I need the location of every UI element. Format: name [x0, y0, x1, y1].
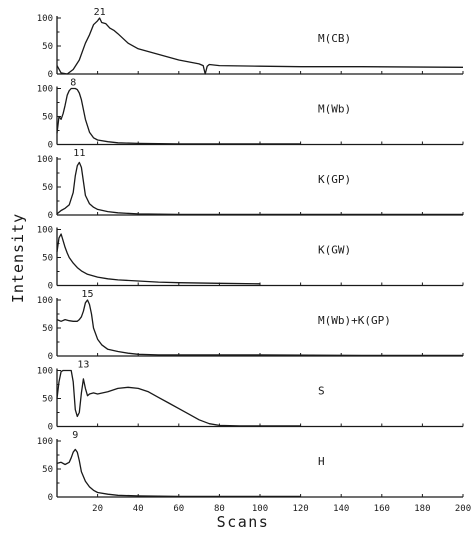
peak-label: 15 [81, 289, 93, 300]
panel-label: M(Wb) [318, 103, 351, 116]
panel-label: M(Wb)+K(GP) [318, 314, 391, 327]
y-tick-label: 100 [37, 226, 53, 236]
y-tick-label: 50 [42, 254, 53, 264]
y-tick-label: 100 [37, 367, 53, 377]
x-tick-label: 60 [173, 504, 184, 514]
panel-6: 100 50 0 13 S [37, 360, 464, 433]
series-line [56, 87, 301, 145]
series-line [56, 448, 301, 498]
y-tick-label: 100 [37, 14, 53, 24]
x-tick-label: 140 [333, 504, 349, 514]
series-line [56, 233, 261, 285]
y-tick-label: 0 [48, 352, 53, 362]
y-tick-label: 0 [48, 282, 53, 292]
x-tick-label: 180 [414, 504, 430, 514]
panel-label: S [318, 385, 325, 398]
y-tick-label: 50 [42, 324, 53, 334]
x-tick-label: 80 [214, 504, 225, 514]
x-tick-label: 200 [455, 504, 471, 514]
y-tick-label: 0 [48, 141, 53, 151]
y-tick-label: 50 [42, 183, 53, 193]
y-tick-label: 100 [37, 155, 53, 165]
series-line [56, 369, 301, 427]
y-tick-label: 50 [42, 113, 53, 123]
panel-1: 100 50 0 21 M(CB) [37, 7, 464, 80]
panel-5: 100 50 0 15 M(Wb)+K(GP) [37, 289, 464, 362]
y-tick-label: 100 [37, 296, 53, 306]
series-line [56, 161, 463, 216]
panel-4: 100 50 0 K(GW) [37, 226, 464, 292]
peak-label: 9 [72, 430, 78, 441]
series-line [56, 299, 463, 357]
x-tick-label: 20 [92, 504, 103, 514]
panel-label: H [318, 455, 325, 468]
panels-layer: 10050021M(CB)1005008M(Wb)10050011K(GP)10… [37, 7, 464, 503]
x-tick-label: 100 [252, 504, 268, 514]
peak-label: 8 [70, 78, 76, 89]
x-tick-label: 40 [133, 504, 144, 514]
panel-label: M(CB) [318, 32, 351, 45]
y-tick-label: 0 [48, 493, 53, 503]
y-tick-label: 100 [37, 85, 53, 95]
panel-label: K(GW) [318, 244, 351, 257]
x-axis-title: Scans [217, 513, 270, 531]
x-axis: 20 40 60 80 100 120 140 160 180 200 [92, 504, 471, 514]
x-tick-label: 160 [374, 504, 390, 514]
panel-label: K(GP) [318, 173, 351, 186]
y-tick-label: 50 [42, 465, 53, 475]
x-tick-label: 120 [292, 504, 308, 514]
y-tick-label: 0 [48, 70, 53, 80]
y-axis-title: Intensity [9, 213, 27, 303]
peak-label: 21 [94, 7, 106, 18]
panel-7: 100 50 0 9 H [37, 430, 464, 503]
y-tick-label: 50 [42, 395, 53, 405]
y-tick-label: 0 [48, 423, 53, 433]
peak-label: 13 [77, 360, 89, 371]
y-tick-label: 100 [37, 437, 53, 447]
y-tick-label: 50 [42, 42, 53, 52]
peak-label: 11 [73, 148, 85, 159]
panel-3: 100 50 0 11 K(GP) [37, 148, 464, 221]
series-line [56, 17, 464, 75]
y-tick-label: 0 [48, 211, 53, 221]
panel-2: 100 50 0 8 M(Wb) [37, 78, 464, 151]
